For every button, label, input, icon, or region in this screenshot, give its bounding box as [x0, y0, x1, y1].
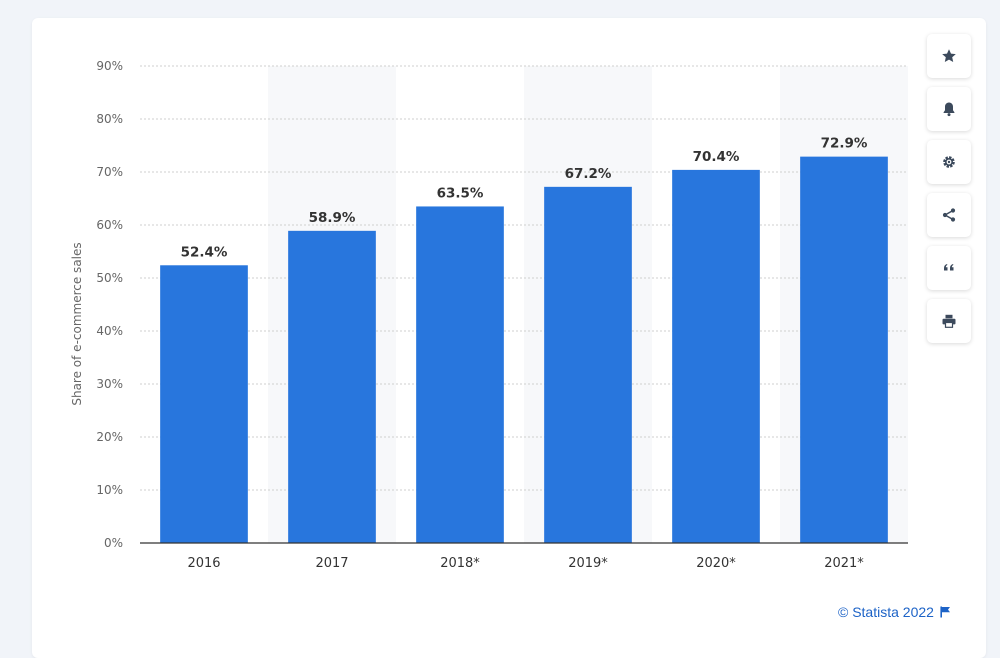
data-labels: 52.4% 58.9% 63.5% 67.2% 70.4% 72.9%: [181, 136, 868, 261]
bar[interactable]: [288, 230, 376, 543]
y-tick-label: 30%: [96, 377, 123, 391]
data-label: 70.4%: [693, 149, 740, 165]
print-button[interactable]: [927, 299, 971, 343]
data-label: 58.9%: [309, 210, 356, 226]
statista-credit[interactable]: © Statista 2022: [838, 604, 951, 620]
settings-button[interactable]: [927, 140, 971, 184]
bar[interactable]: [800, 156, 888, 543]
x-tick-label: 2016: [187, 556, 220, 571]
bar[interactable]: [672, 169, 760, 543]
y-axis-label: Share of e-commerce sales: [70, 242, 84, 405]
bar[interactable]: [416, 206, 504, 543]
x-tick-label: 2020*: [696, 556, 736, 571]
y-tick-label: 70%: [96, 165, 123, 179]
gridlines: [140, 65, 908, 491]
x-tick-label: 2018*: [440, 556, 480, 571]
chart-card: 0% 10% 20% 30% 40% 50% 60% 70% 80% 90% 52.4% 58.9%…: [32, 18, 986, 658]
bar[interactable]: [160, 265, 248, 543]
print-icon: [942, 314, 956, 328]
y-axis-ticks: 0% 10% 20% 30% 40% 50% 60% 70% 80% 90%: [96, 59, 123, 550]
bars: [160, 156, 888, 543]
y-tick-label: 90%: [96, 59, 123, 73]
y-tick-label: 10%: [96, 483, 123, 497]
data-label: 52.4%: [181, 244, 228, 260]
data-label: 67.2%: [565, 166, 612, 182]
flag-icon[interactable]: [940, 606, 951, 618]
x-tick-label: 2019*: [568, 556, 608, 571]
y-tick-label: 0%: [104, 536, 123, 550]
cite-button[interactable]: [927, 246, 971, 290]
data-label: 63.5%: [437, 185, 484, 201]
share-button[interactable]: [927, 193, 971, 237]
chart-toolbar: [927, 34, 971, 352]
y-tick-label: 20%: [96, 430, 123, 444]
y-tick-label: 60%: [96, 218, 123, 232]
bar-chart: 0% 10% 20% 30% 40% 50% 60% 70% 80% 90% 52.4% 58.9%…: [70, 59, 908, 571]
y-tick-label: 50%: [96, 271, 123, 285]
gear-icon: [943, 156, 955, 168]
star-icon: [942, 49, 956, 62]
x-tick-label: 2021*: [824, 556, 864, 571]
bar[interactable]: [544, 186, 632, 543]
data-label: 72.9%: [821, 136, 868, 152]
bell-icon: [943, 102, 955, 117]
x-tick-label: 2017: [315, 556, 348, 571]
x-axis-ticks: 2016 2017 2018* 2019* 2020* 2021*: [187, 556, 864, 571]
y-tick-label: 80%: [96, 112, 123, 126]
quote-icon: [944, 264, 954, 271]
y-tick-label: 40%: [96, 324, 123, 338]
favorite-button[interactable]: [927, 34, 971, 78]
share-icon: [942, 208, 956, 222]
notification-button[interactable]: [927, 87, 971, 131]
credit-text[interactable]: © Statista 2022: [838, 604, 934, 620]
